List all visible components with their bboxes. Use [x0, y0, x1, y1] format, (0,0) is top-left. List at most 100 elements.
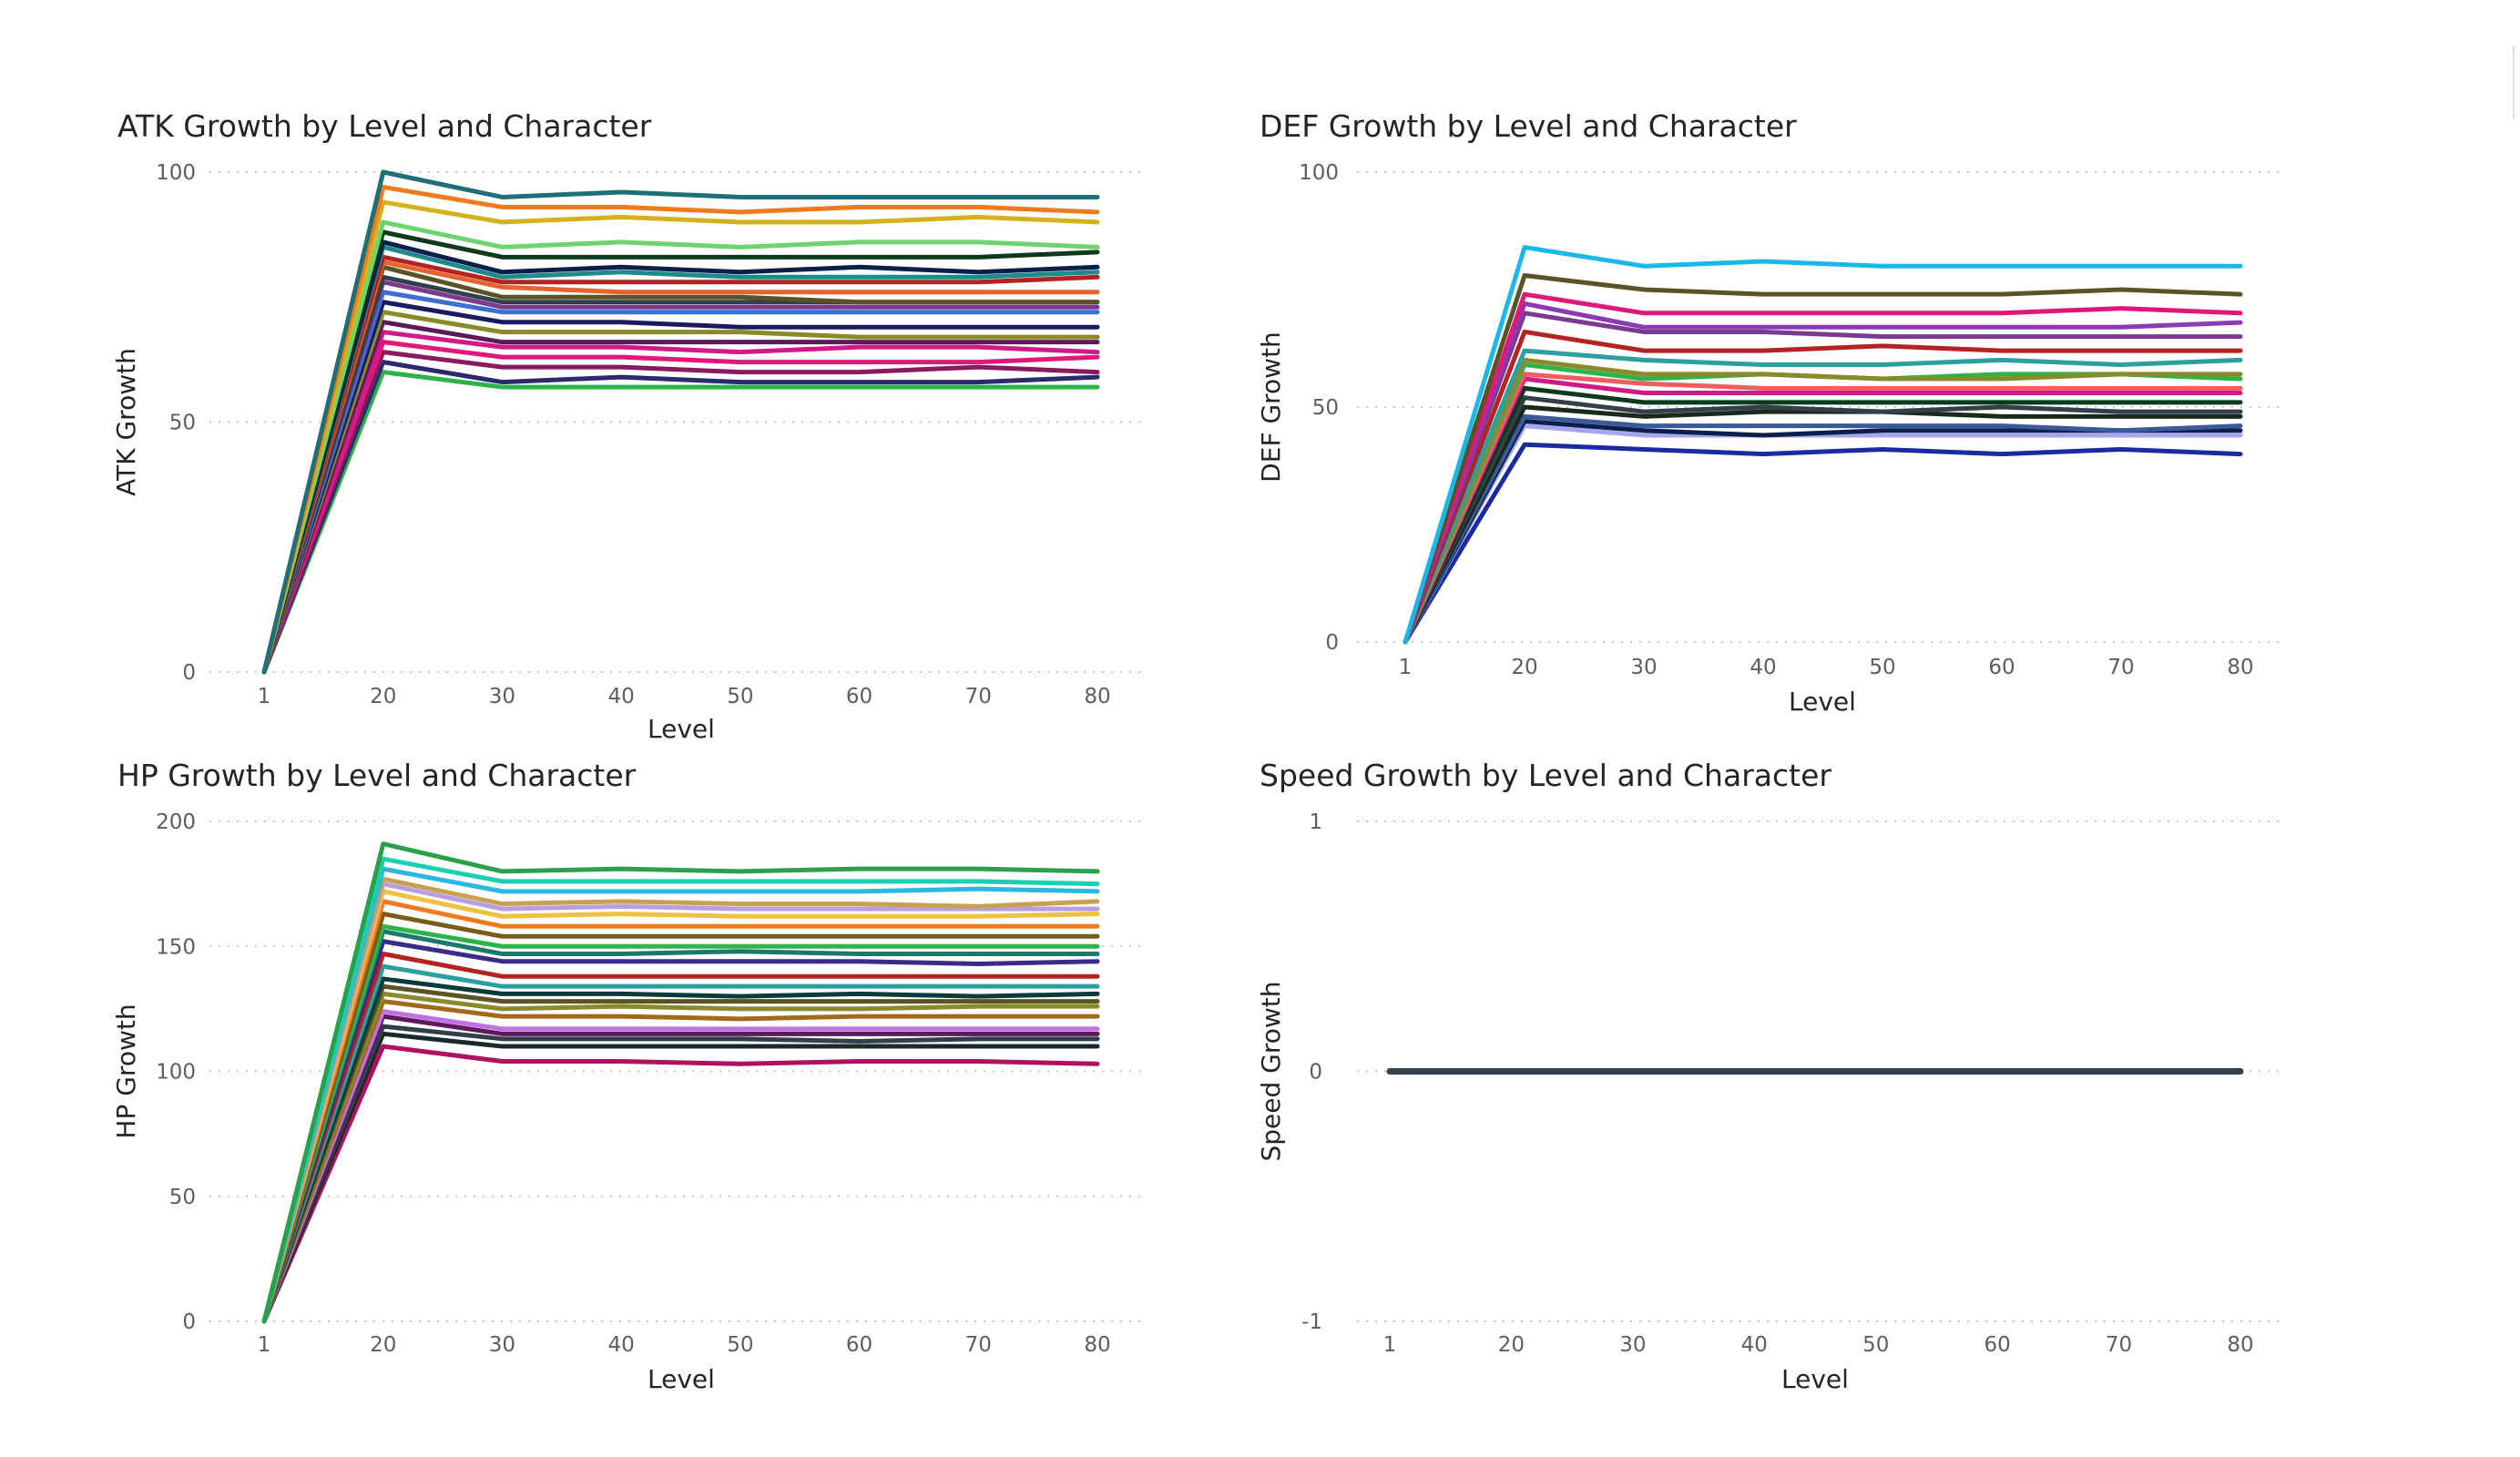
hp-series-line[interactable]: [261, 1044, 1100, 1324]
atk-series-line[interactable]: [261, 350, 1100, 675]
hp-series-line[interactable]: [261, 1009, 1100, 1324]
hp-series-line[interactable]: [261, 899, 1100, 1324]
hp-series-line[interactable]: [261, 889, 1100, 1324]
atk-x-tick-label: 60: [846, 685, 872, 708]
def-series-line[interactable]: [1403, 423, 2243, 645]
hp-series-line[interactable]: [261, 923, 1100, 1324]
atk-y-axis-title: ATK Growth: [111, 348, 141, 496]
atk-x-axis-title: Level: [648, 714, 715, 744]
hp-series-line[interactable]: [261, 1024, 1100, 1324]
atk-series-line[interactable]: [261, 199, 1100, 675]
atk-x-tick-label: 50: [727, 685, 753, 708]
hp-x-tick-label: 30: [489, 1333, 515, 1357]
atk-series-line[interactable]: [261, 340, 1100, 675]
hp-series-line[interactable]: [261, 951, 1100, 1324]
hp-series-line[interactable]: [261, 1014, 1100, 1324]
def-series-line[interactable]: [1403, 329, 2243, 645]
def-series-line[interactable]: [1403, 372, 2243, 645]
def-chart-panel: DEF Growth by Level and Character 0 50 100…: [1256, 108, 2286, 717]
speed-x-tick-label: 80: [2227, 1333, 2253, 1357]
def-series-line[interactable]: [1403, 413, 2243, 645]
atk-series-line[interactable]: [261, 239, 1100, 675]
hp-y-tick-label: 150: [156, 935, 196, 959]
def-x-tick-label: 1: [1399, 656, 1413, 679]
hp-series-line[interactable]: [261, 929, 1100, 1324]
atk-series-line[interactable]: [261, 290, 1100, 675]
def-x-tick-label: 60: [1988, 656, 2015, 679]
def-series-line[interactable]: [1403, 357, 2243, 645]
def-x-tick-label: 70: [2107, 656, 2134, 679]
hp-x-tick-label: 50: [727, 1333, 753, 1357]
hp-series-line[interactable]: [261, 963, 1100, 1324]
def-series-line[interactable]: [1403, 301, 2243, 645]
atk-series-line[interactable]: [261, 254, 1100, 675]
def-series-line[interactable]: [1403, 442, 2243, 645]
def-series-line[interactable]: [1403, 311, 2243, 645]
speed-x-tick-label: 50: [1862, 1333, 1889, 1357]
def-y-tick-label: 50: [1312, 396, 1339, 420]
def-series-line[interactable]: [1403, 245, 2243, 645]
atk-series-line[interactable]: [261, 280, 1100, 675]
atk-series-line[interactable]: [261, 219, 1100, 675]
atk-chart-svg: 0 50 100 1 20 30 40 50 60 70 80 Level ATK Growth: [111, 161, 1146, 744]
atk-series-line[interactable]: [261, 260, 1100, 675]
def-y-axis-title: DEF Growth: [1256, 331, 1286, 483]
speed-y-axis-title: Speed Growth: [1256, 981, 1286, 1161]
hp-series-line[interactable]: [261, 1031, 1100, 1324]
atk-chart-panel: ATK Growth by Level and Character 0 50 100…: [0, 0, 1257, 747]
hp-x-tick-label: 80: [1084, 1333, 1110, 1357]
scroll-edge: [2513, 46, 2520, 118]
atk-series-line[interactable]: [261, 330, 1100, 675]
def-chart-title: DEF Growth by Level and Character: [1260, 108, 1797, 144]
hp-series-line[interactable]: [261, 983, 1100, 1324]
atk-x-tick-label: 80: [1084, 685, 1110, 708]
def-series-line[interactable]: [1403, 291, 2243, 645]
speed-x-tick-label: 20: [1498, 1333, 1525, 1357]
def-series-line[interactable]: [1403, 385, 2243, 645]
speed-y-tick-label: -1: [1301, 1310, 1322, 1334]
hp-series-line[interactable]: [261, 876, 1100, 1324]
def-x-axis-title: Level: [1789, 687, 1856, 717]
hp-series-line[interactable]: [261, 866, 1100, 1324]
def-series-line[interactable]: [1403, 376, 2243, 645]
atk-series-line[interactable]: [261, 300, 1100, 675]
def-x-tick-label: 20: [1511, 656, 1537, 679]
hp-chart-svg: 0 50 100 150 200 1 20 30 40 50 60 70 80 Level HP Growt…: [111, 810, 1146, 1394]
hp-x-tick-label: 70: [965, 1333, 992, 1357]
atk-series-line[interactable]: [261, 229, 1100, 675]
atk-series-line[interactable]: [261, 370, 1100, 675]
hp-series-line[interactable]: [261, 912, 1100, 1324]
atk-series-line[interactable]: [261, 310, 1100, 675]
atk-x-tick-label: 30: [489, 685, 515, 708]
hp-series-line[interactable]: [261, 856, 1100, 1324]
hp-y-tick-label: 200: [156, 810, 196, 834]
hp-series-line[interactable]: [261, 991, 1100, 1324]
hp-series-line[interactable]: [261, 841, 1100, 1324]
hp-series-line[interactable]: [261, 939, 1100, 1324]
atk-series-line[interactable]: [261, 169, 1100, 675]
atk-series-line[interactable]: [261, 264, 1100, 675]
atk-series-line[interactable]: [261, 360, 1100, 675]
speed-x-tick-label: 40: [1741, 1333, 1768, 1357]
def-series-line[interactable]: [1403, 348, 2243, 645]
def-y-tick-label: 0: [1325, 631, 1339, 655]
def-x-tick-label: 50: [1869, 656, 1895, 679]
def-series-line[interactable]: [1403, 404, 2243, 645]
def-series-line[interactable]: [1403, 395, 2243, 645]
def-series-line[interactable]: [1403, 273, 2243, 645]
atk-chart-title: ATK Growth by Level and Character: [117, 108, 652, 144]
atk-series-line[interactable]: [261, 244, 1100, 675]
hp-y-tick-label: 0: [182, 1310, 196, 1334]
atk-series-line[interactable]: [261, 184, 1100, 675]
atk-series-line[interactable]: [261, 320, 1100, 675]
speed-chart-title: Speed Growth by Level and Character: [1260, 758, 1831, 793]
hp-series-line[interactable]: [261, 976, 1100, 1324]
speed-x-tick-label: 60: [1984, 1333, 2011, 1357]
hp-y-tick-label: 50: [169, 1186, 196, 1209]
hp-x-tick-label: 20: [370, 1333, 396, 1357]
hp-series-line[interactable]: [261, 999, 1100, 1324]
hp-series-line[interactable]: [261, 881, 1100, 1324]
speed-y-tick-label: 0: [1309, 1061, 1322, 1085]
hp-x-tick-label: 60: [846, 1333, 872, 1357]
